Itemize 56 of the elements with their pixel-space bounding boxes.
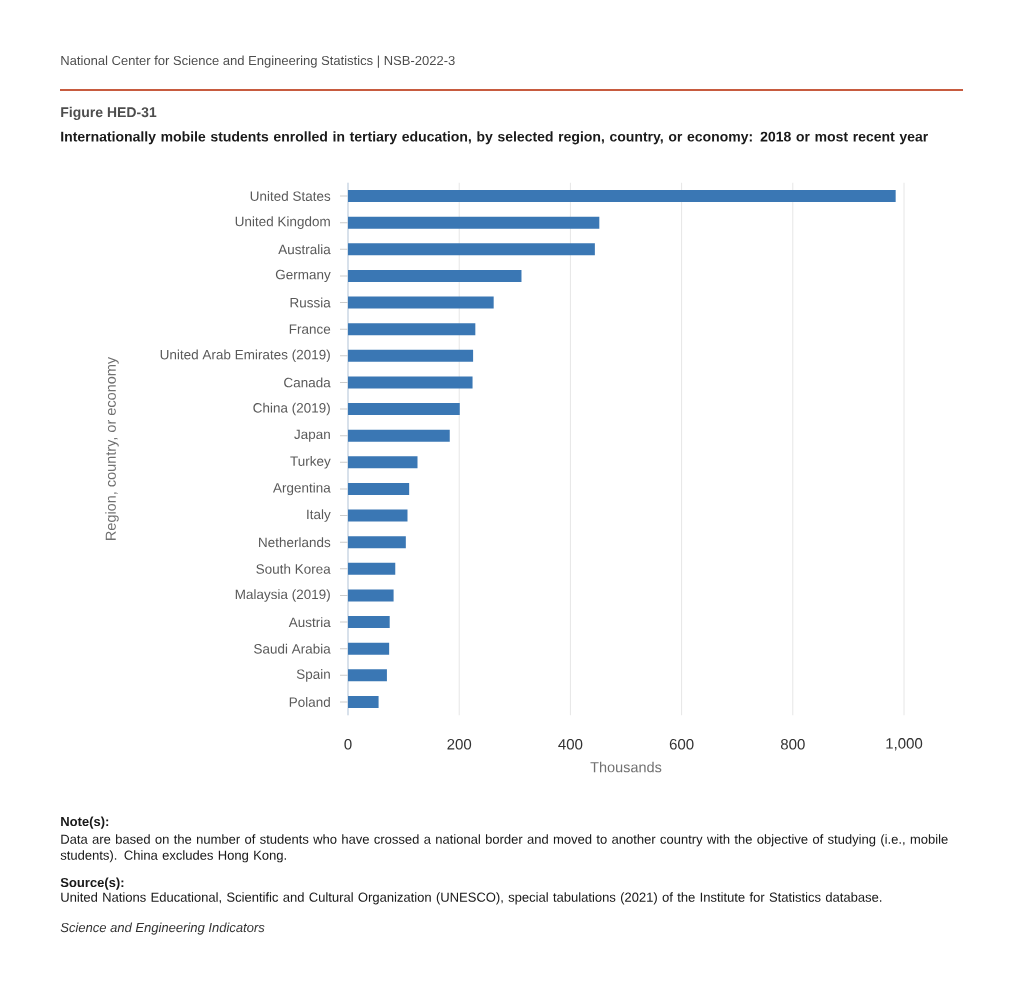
bar	[348, 695, 379, 708]
bar	[348, 269, 522, 282]
y-tick-label: United Arab Emirates (2019)	[160, 349, 330, 363]
text: Data are based on the number of students who have crossed a national border and moved to another country with the objective of studying (i.e., mobile students). China excludes Hong Kong.	[60, 834, 948, 863]
x-axis-title: Thousands	[590, 761, 662, 773]
y-tick-label: Australia	[278, 244, 331, 255]
bar	[348, 589, 394, 602]
x-tick-label: 800	[780, 738, 805, 750]
chart-title: Internationally mobile students enrolled in tertiary education, by selected region, country, or economy: 2018 or most recent year	[61, 131, 928, 145]
text: National Center for Science and Engineering Statistics | NSB-2022-3	[61, 55, 455, 68]
y-tick-label: Japan	[294, 429, 330, 442]
source-note: Source(s):	[60, 877, 124, 890]
bar	[348, 243, 595, 256]
bar	[348, 616, 390, 629]
y-tick-label: China (2019)	[253, 402, 330, 416]
x-tick-label: 600	[669, 738, 694, 750]
y-tick-label: South Korea	[256, 563, 331, 574]
y-tick-label: United Kingdom	[235, 216, 330, 229]
text: United Nations Educational, Scientific and Cultural Organization (UNESCO), special tabulations (2021) of the Institute for Statistics database.	[61, 892, 882, 905]
y-tick-label: Germany	[275, 269, 331, 283]
x-tick-label: 0	[344, 738, 352, 750]
bar	[348, 456, 418, 469]
y-tick-label: Canada	[284, 377, 331, 388]
y-tick-label: Turkey	[290, 456, 331, 469]
bar	[348, 429, 450, 442]
y-tick-label: Russia	[290, 297, 331, 308]
x-tick-label: 1,000	[886, 738, 923, 751]
bar	[348, 216, 600, 229]
x-tick-label: 200	[447, 738, 472, 750]
y-axis-title: Region, country, or economy	[105, 356, 119, 540]
bar	[348, 349, 474, 362]
y-tick-label: Spain	[296, 669, 330, 682]
y-tick-label: Saudi Arabia	[254, 643, 331, 654]
y-tick-label: Italy	[307, 509, 331, 522]
bar	[348, 536, 406, 549]
bar	[348, 376, 473, 389]
y-tick-label: Austria	[288, 617, 331, 628]
bar	[348, 509, 408, 522]
bar	[348, 562, 396, 575]
y-tick-label: Poland	[289, 697, 330, 707]
y-tick-label: Netherlands	[259, 537, 331, 548]
y-tick-label: France	[289, 324, 331, 334]
bar	[348, 323, 476, 336]
text: Note(s):	[61, 816, 109, 829]
bar	[348, 642, 390, 655]
bar	[348, 403, 460, 416]
y-tick-label: Argentina	[272, 482, 331, 496]
bar	[348, 482, 410, 495]
text: Figure HED-31	[61, 106, 157, 120]
y-tick-label: United States	[250, 191, 331, 201]
text: Science and Engineering Indicators	[60, 922, 265, 935]
bar	[348, 296, 494, 309]
x-tick-label: 400	[558, 738, 583, 750]
bar	[348, 669, 387, 682]
y-tick-label: Malaysia (2019)	[235, 589, 330, 602]
bar	[348, 190, 896, 203]
